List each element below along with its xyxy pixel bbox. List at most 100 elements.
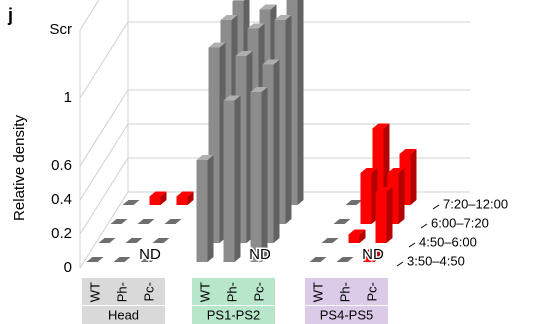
bar-side	[187, 191, 194, 205]
row-tick	[420, 223, 428, 229]
legend-label: 7:20–12:00	[443, 196, 508, 211]
zero-tile	[125, 238, 143, 243]
bar-side	[410, 149, 417, 205]
zero-tile	[86, 257, 104, 262]
group-background	[305, 278, 388, 324]
annotation: ND	[139, 246, 161, 263]
bar-top	[220, 15, 238, 20]
bar-top	[176, 191, 194, 197]
zero-tile	[152, 238, 170, 243]
grid-line	[79, 0, 100, 31]
bar-top	[232, 0, 245, 1]
legend-label: 4:50–6:00	[419, 234, 477, 249]
zero-tile	[137, 219, 155, 224]
y-tick-label: 0.6	[51, 157, 72, 174]
legend-label: 3:50–4:50	[407, 253, 465, 268]
bar-side	[374, 248, 381, 262]
group-label: PS4-PS5	[320, 307, 373, 322]
zero-tile	[113, 257, 131, 262]
bar	[208, 47, 220, 243]
bar-side	[207, 155, 214, 262]
bar	[399, 154, 411, 205]
bar-side	[386, 187, 393, 243]
x-tick-label: WT	[310, 282, 325, 302]
row-tick	[408, 242, 416, 248]
y-axis-title: Relative density	[11, 115, 28, 221]
bar-top	[223, 95, 241, 101]
y-tick-label: 1	[64, 89, 72, 106]
group-divider	[305, 305, 388, 306]
zero-tile	[336, 257, 354, 262]
bar-side	[398, 168, 405, 224]
bar	[348, 234, 360, 243]
zero-tile	[122, 200, 140, 205]
bar	[387, 173, 399, 224]
legend-label: 6:00–7:20	[431, 215, 489, 230]
zero-tile	[98, 238, 116, 243]
group-divider	[82, 305, 165, 306]
bar-top	[262, 59, 280, 65]
panel-label: j	[7, 5, 13, 25]
group-divider	[192, 305, 275, 306]
zero-tile	[309, 257, 327, 262]
y-tick-label: 0.4	[51, 191, 72, 208]
bar	[363, 253, 375, 262]
x-tick-label: Pc-	[141, 282, 156, 302]
x-tick-label: Ph-	[337, 282, 352, 302]
zero-tile	[321, 238, 339, 243]
y-tick-label: 0.2	[51, 225, 72, 242]
bar	[375, 192, 387, 243]
bar	[286, 0, 298, 205]
x-tick-label: Pc-	[251, 282, 266, 302]
zero-tile	[110, 219, 128, 224]
y-tick-label: Scr	[50, 21, 73, 38]
bar-side	[297, 0, 304, 205]
bar-top	[348, 229, 366, 235]
group-background	[82, 278, 165, 324]
group-background	[192, 278, 275, 324]
bar-top	[259, 4, 277, 10]
bar	[360, 173, 372, 224]
bar-top	[149, 191, 167, 197]
x-tick-label: Pc-	[364, 282, 379, 302]
x-tick-label: WT	[197, 282, 212, 302]
y-tick-label: 0	[64, 259, 72, 276]
bar-side	[261, 87, 268, 262]
bar-top	[360, 168, 378, 173]
bar	[262, 64, 274, 243]
bar-top	[196, 155, 214, 160]
bar-top	[375, 187, 393, 192]
x-tick-label: Ph-	[114, 282, 129, 302]
zero-tile	[140, 257, 158, 262]
bar-top	[235, 51, 253, 56]
bar	[250, 92, 262, 262]
zero-tile	[333, 219, 351, 224]
bar-top	[372, 123, 390, 129]
x-tick-label: Ph-	[224, 282, 239, 302]
annotation: ND	[249, 246, 271, 263]
bar	[149, 196, 161, 205]
bar-top	[363, 248, 381, 254]
bar-side	[160, 191, 167, 205]
bar-top	[250, 87, 268, 92]
bar-side	[273, 59, 280, 243]
bar-side	[234, 95, 241, 262]
bar-side	[359, 229, 366, 243]
bar	[196, 160, 208, 262]
group-label: Head	[108, 307, 139, 322]
group-label: PS1-PS2	[207, 307, 260, 322]
annotation: ND	[362, 246, 384, 263]
row-tick	[396, 261, 404, 267]
zero-tile	[164, 219, 182, 224]
bar-top	[274, 15, 292, 20]
bar-top	[387, 168, 405, 173]
bar-top	[399, 149, 417, 154]
bar	[235, 56, 247, 243]
bar	[372, 128, 384, 205]
bar-top	[208, 42, 226, 48]
zero-tile	[345, 200, 363, 205]
bar-top	[247, 23, 265, 29]
bar	[223, 100, 235, 262]
bar-side	[285, 15, 292, 224]
